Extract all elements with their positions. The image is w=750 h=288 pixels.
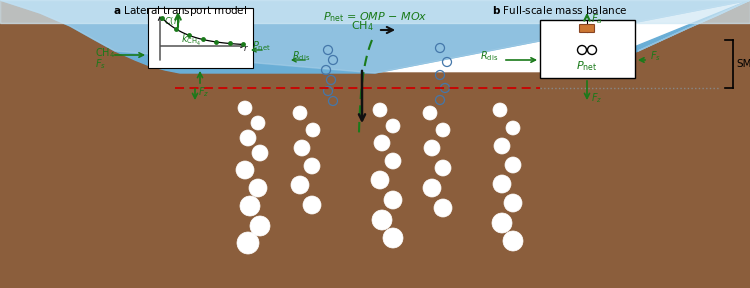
Circle shape xyxy=(236,161,254,179)
Circle shape xyxy=(240,196,260,216)
Text: $P_\mathrm{net}$: $P_\mathrm{net}$ xyxy=(252,39,271,53)
Text: CH$_4$: CH$_4$ xyxy=(350,19,374,33)
Text: $F_z$: $F_z$ xyxy=(198,85,209,99)
Circle shape xyxy=(250,216,270,236)
Circle shape xyxy=(506,121,520,135)
Circle shape xyxy=(384,191,402,209)
FancyBboxPatch shape xyxy=(580,24,595,33)
Circle shape xyxy=(249,179,267,197)
Circle shape xyxy=(492,213,512,233)
Polygon shape xyxy=(0,0,750,73)
Polygon shape xyxy=(0,0,180,288)
Circle shape xyxy=(238,101,252,115)
Circle shape xyxy=(494,138,510,154)
Bar xyxy=(148,8,253,68)
Circle shape xyxy=(373,103,387,117)
Text: $P_\mathrm{net}$ = OMP $-$ MOx: $P_\mathrm{net}$ = OMP $-$ MOx xyxy=(322,10,428,24)
Text: SML: SML xyxy=(736,59,750,69)
Circle shape xyxy=(424,140,440,156)
Circle shape xyxy=(303,196,321,214)
Text: $R_\mathrm{dis}$: $R_\mathrm{dis}$ xyxy=(292,49,310,63)
Circle shape xyxy=(385,153,401,169)
Text: $F_z$: $F_z$ xyxy=(591,91,602,105)
Circle shape xyxy=(240,130,256,146)
Polygon shape xyxy=(0,0,750,23)
Circle shape xyxy=(371,171,389,189)
Circle shape xyxy=(291,176,309,194)
Text: $C(r)$: $C(r)$ xyxy=(164,15,181,27)
Circle shape xyxy=(423,106,437,120)
Circle shape xyxy=(435,160,451,176)
Circle shape xyxy=(251,116,265,130)
Text: $R_\mathrm{dis}$: $R_\mathrm{dis}$ xyxy=(480,49,498,63)
Bar xyxy=(540,20,635,78)
Text: $F_s$: $F_s$ xyxy=(650,49,661,63)
Circle shape xyxy=(252,145,268,161)
Polygon shape xyxy=(0,0,750,73)
Circle shape xyxy=(436,123,450,137)
Text: $k_\mathrm{CH_4}$: $k_\mathrm{CH_4}$ xyxy=(181,33,201,48)
Text: $r$: $r$ xyxy=(243,43,249,53)
Circle shape xyxy=(386,119,400,133)
Circle shape xyxy=(504,194,522,212)
Text: CH$_4$: CH$_4$ xyxy=(95,46,116,60)
Bar xyxy=(0,0,750,40)
Text: $P_\mathrm{net}$: $P_\mathrm{net}$ xyxy=(576,59,598,73)
Circle shape xyxy=(505,157,521,173)
Circle shape xyxy=(294,140,310,156)
Circle shape xyxy=(493,175,511,193)
Circle shape xyxy=(306,123,320,137)
Circle shape xyxy=(304,158,320,174)
Circle shape xyxy=(493,103,507,117)
Circle shape xyxy=(423,179,441,197)
Circle shape xyxy=(503,231,523,251)
Circle shape xyxy=(237,232,259,254)
Text: $\mathbf{a}$ Lateral transport model: $\mathbf{a}$ Lateral transport model xyxy=(112,4,248,18)
Circle shape xyxy=(383,228,403,248)
Circle shape xyxy=(293,106,307,120)
Text: $F_a$: $F_a$ xyxy=(591,12,603,26)
Circle shape xyxy=(374,135,390,151)
Circle shape xyxy=(372,210,392,230)
Text: $F_s$: $F_s$ xyxy=(95,57,106,71)
Polygon shape xyxy=(570,0,750,288)
Text: $\mathbf{b}$ Full-scale mass balance: $\mathbf{b}$ Full-scale mass balance xyxy=(492,4,628,16)
Circle shape xyxy=(434,199,452,217)
